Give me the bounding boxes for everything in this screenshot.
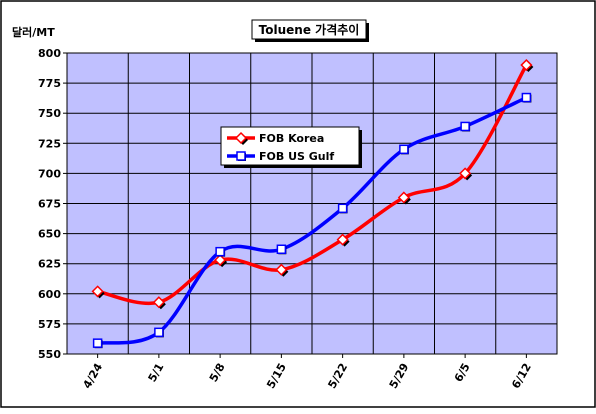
data-point <box>459 167 472 180</box>
data-point <box>521 92 532 103</box>
legend-label: FOB US Gulf <box>259 150 334 163</box>
y-tick-label: 600 <box>38 288 61 301</box>
data-point <box>337 203 348 214</box>
legend-marker <box>234 131 248 145</box>
data-point <box>397 191 410 204</box>
gridlines <box>67 52 557 355</box>
y-tick-label: 575 <box>38 318 61 331</box>
legend-marker <box>236 151 246 161</box>
series-0 <box>91 58 534 310</box>
legend-item: FOB US Gulf <box>227 150 334 163</box>
chart-title-box: Toluene 가격추이 <box>251 19 369 42</box>
y-tick-label: 700 <box>38 167 61 180</box>
series-1 <box>92 92 532 349</box>
y-tick-label: 750 <box>38 107 61 120</box>
data-point <box>215 246 225 257</box>
y-tick-label: 650 <box>38 228 61 241</box>
series-layer <box>91 58 534 349</box>
data-point <box>520 58 533 72</box>
legend: FOB Korea FOB US Gulf <box>220 126 362 168</box>
chart-title: Toluene 가격추이 <box>259 22 360 37</box>
data-point <box>276 244 287 255</box>
y-tick-label: 800 <box>38 47 61 60</box>
legend-label: FOB Korea <box>259 132 324 145</box>
y-tick-label: 725 <box>38 137 61 150</box>
data-point <box>275 263 288 276</box>
data-point <box>460 121 470 132</box>
y-tick-label: 775 <box>38 77 61 90</box>
legend-items: FOB Korea FOB US Gulf <box>227 131 334 163</box>
y-axis-ticks: 550 575 600 625 650 675 700 725 750 775 800 <box>38 47 67 361</box>
data-point <box>154 327 164 338</box>
chart-title-frame <box>251 19 367 40</box>
y-tick-label: 625 <box>38 258 61 271</box>
y-axis-label: 달러/MT <box>12 25 55 39</box>
data-point <box>92 338 103 348</box>
data-point <box>399 144 409 155</box>
data-point <box>152 296 165 309</box>
series-line <box>95 95 529 345</box>
y-tick-label: 550 <box>38 348 61 361</box>
data-point <box>91 285 104 298</box>
data-point <box>214 254 227 267</box>
legend-item: FOB Korea <box>227 131 324 145</box>
data-point <box>336 233 349 246</box>
y-tick-label: 675 <box>38 198 61 211</box>
